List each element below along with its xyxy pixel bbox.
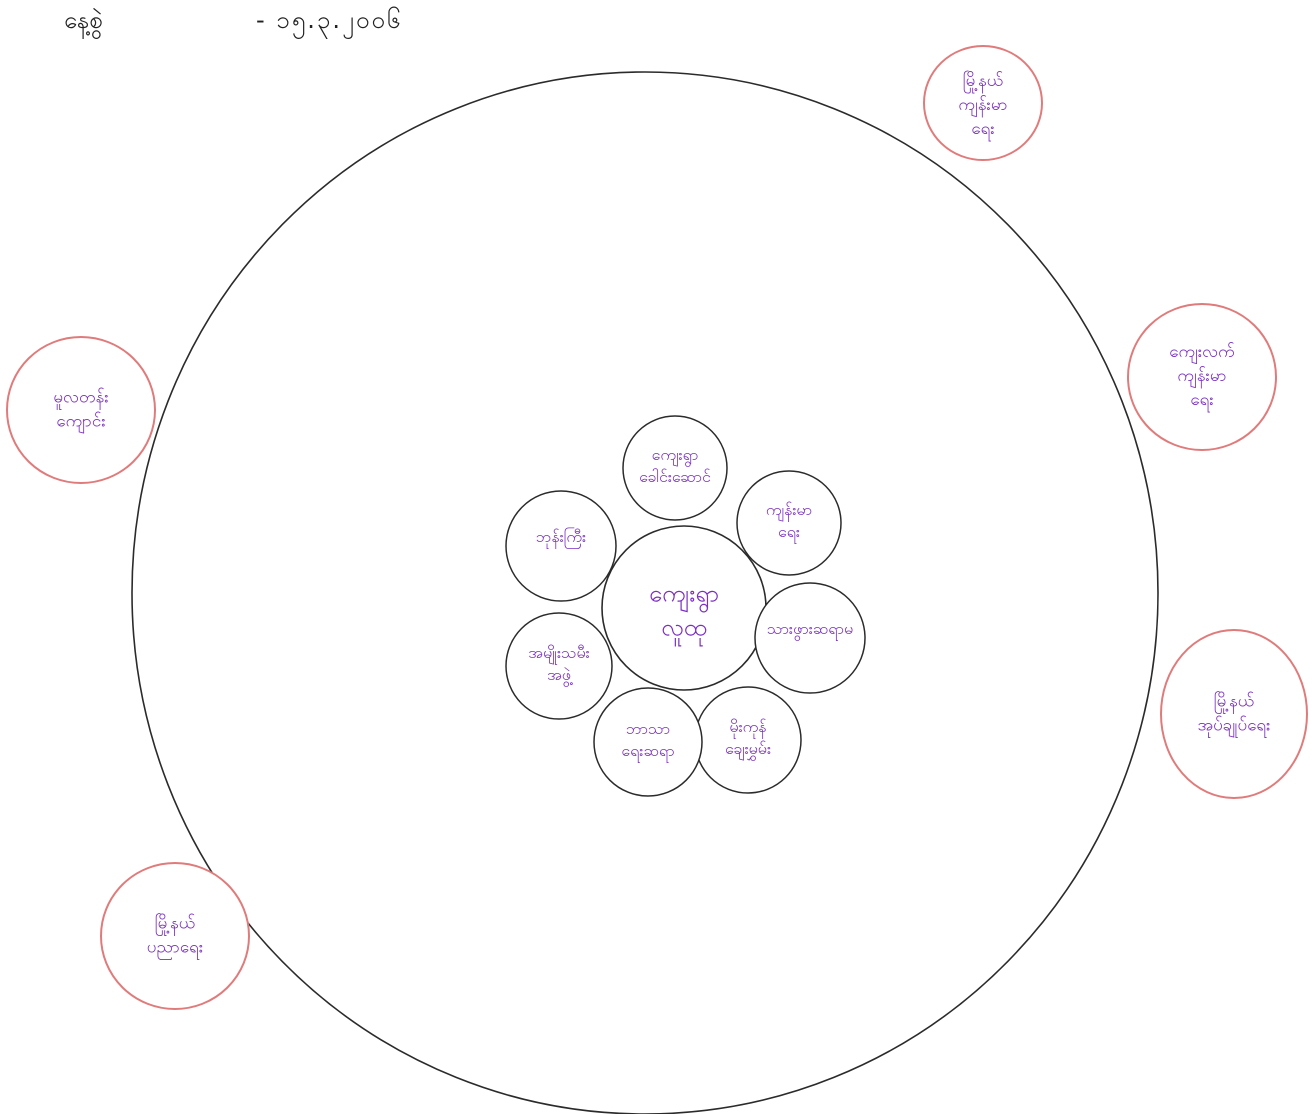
date-label: နေ့စွဲ	[64, 6, 103, 34]
inner-node-religious-leader: ဘာသာရေးဆရာ	[593, 687, 703, 797]
outer-node-township-education-label-line-1: မြို့နယ်	[155, 912, 196, 937]
outer-node-township-education-label-line-2: ပညာရေး	[147, 938, 203, 961]
outer-node-township-health-label-line-3: ရေး	[971, 119, 994, 142]
svg-text:ကျန်းမာရေး: ကျန်းမာရေး	[766, 500, 812, 544]
outer-node-school: မူလတန်းကျောင်း	[6, 336, 156, 484]
inner-node-midwife-label-line-1: သားဖွားဆရာမ	[767, 619, 853, 641]
svg-text:ဘုန်းကြီး: ဘုန်းကြီး	[536, 527, 586, 549]
outer-node-school-label-line-2: ကျောင်း	[56, 412, 105, 435]
inner-node-community-volunteer-label-line-2: ချေးမွှမ်း	[725, 739, 771, 761]
center-node-label-line-2: လူထု	[661, 614, 707, 647]
svg-text:ကျေးရွာခေါင်းဆောင်: ကျေးရွာခေါင်းဆောင်	[639, 445, 711, 486]
svg-text:သားဖွားဆရာမ: သားဖွားဆရာမ	[767, 619, 853, 641]
svg-text:မြို့နယ်အုပ်ချုပ်ရေး: မြို့နယ်အုပ်ချုပ်ရေး	[1198, 690, 1271, 739]
svg-text:မြို့နယ်ကျန်းမာရေး: မြို့နယ်ကျန်းမာရေး	[958, 69, 1007, 142]
inner-node-health-worker: ကျန်းမာရေး	[736, 470, 842, 576]
svg-text:ကျေးလက်ကျန်းမာရေး: ကျေးလက်ကျန်းမာရေး	[1169, 342, 1234, 413]
inner-node-community-volunteer: မိုးကုန်ချေးမွှမ်း	[694, 686, 802, 794]
outer-node-school-label-line-1: မူလတန်း	[53, 388, 108, 411]
inner-node-monk-label-line-1: ဘုန်းကြီး	[536, 527, 586, 549]
outer-node-health-department-label-line-2: ကျန်းမာ	[1177, 366, 1226, 389]
outer-node-township-health-label-line-1: မြို့နယ်	[963, 69, 1004, 94]
inner-node-religious-leader-label-line-2: ရေးဆရာ	[621, 741, 674, 763]
svg-text:မူလတန်းကျောင်း: မူလတန်းကျောင်း	[53, 388, 108, 435]
inner-node-health-worker-label-line-1: ကျန်းမာ	[766, 500, 812, 522]
inner-node-religious-leader-label-line-1: ဘာသာ	[626, 719, 670, 738]
outer-node-township-office: မြို့နယ်အုပ်ချုပ်ရေး	[1160, 629, 1308, 799]
center-node: ကျေးရွာလူထု	[601, 525, 767, 691]
outer-node-township-health-label-line-2: ကျန်းမာ	[958, 95, 1007, 118]
date-value: - ၁၅.၃.၂၀၀၆	[256, 6, 403, 34]
outer-node-health-department-label-line-3: ရေး	[1190, 390, 1213, 413]
outer-node-township-office-label-line-1: မြို့နယ်	[1214, 690, 1255, 715]
inner-node-health-worker-label-line-2: ရေး	[778, 522, 800, 544]
outer-node-township-health: မြို့နယ်ကျန်းမာရေး	[923, 45, 1043, 161]
outer-node-township-education: မြို့နယ်ပညာရေး	[100, 862, 250, 1010]
svg-text:မိုးကုန်ချေးမွှမ်း: မိုးကုန်ချေးမွှမ်း	[725, 717, 771, 761]
svg-text:မြို့နယ်ပညာရေး: မြို့နယ်ပညာရေး	[147, 912, 203, 961]
inner-node-village-leader-label-line-2: ခေါင်းဆောင်	[639, 467, 711, 486]
outer-node-health-department: ကျေးလက်ကျန်းမာရေး	[1127, 303, 1277, 451]
inner-node-elder-group: အမျိုးသမီးအဖွဲ့	[505, 612, 613, 720]
community-boundary-circle	[131, 71, 1159, 1114]
outer-node-township-office-label-line-2: အုပ်ချုပ်ရေး	[1198, 716, 1271, 739]
inner-node-village-leader: ကျေးရွာခေါင်းဆောင်	[622, 415, 728, 521]
svg-text:အမျိုးသမီးအဖွဲ့: အမျိုးသမီးအဖွဲ့	[528, 643, 589, 687]
inner-node-elder-group-label-line-2: အဖွဲ့	[547, 665, 573, 687]
inner-node-elder-group-label-line-1: အမျိုးသမီး	[528, 643, 589, 665]
svg-text:ဘာသာရေးဆရာ: ဘာသာရေးဆရာ	[621, 719, 674, 763]
inner-node-monk: ဘုန်းကြီး	[505, 490, 617, 602]
inner-node-midwife: သားဖွားဆရာမ	[754, 582, 866, 694]
inner-node-community-volunteer-label-line-1: မိုးကုန်	[729, 717, 767, 739]
outer-node-health-department-label-line-1: ကျေးလက်	[1169, 342, 1234, 365]
inner-node-village-leader-label-line-1: ကျေးရွာ	[652, 445, 699, 467]
